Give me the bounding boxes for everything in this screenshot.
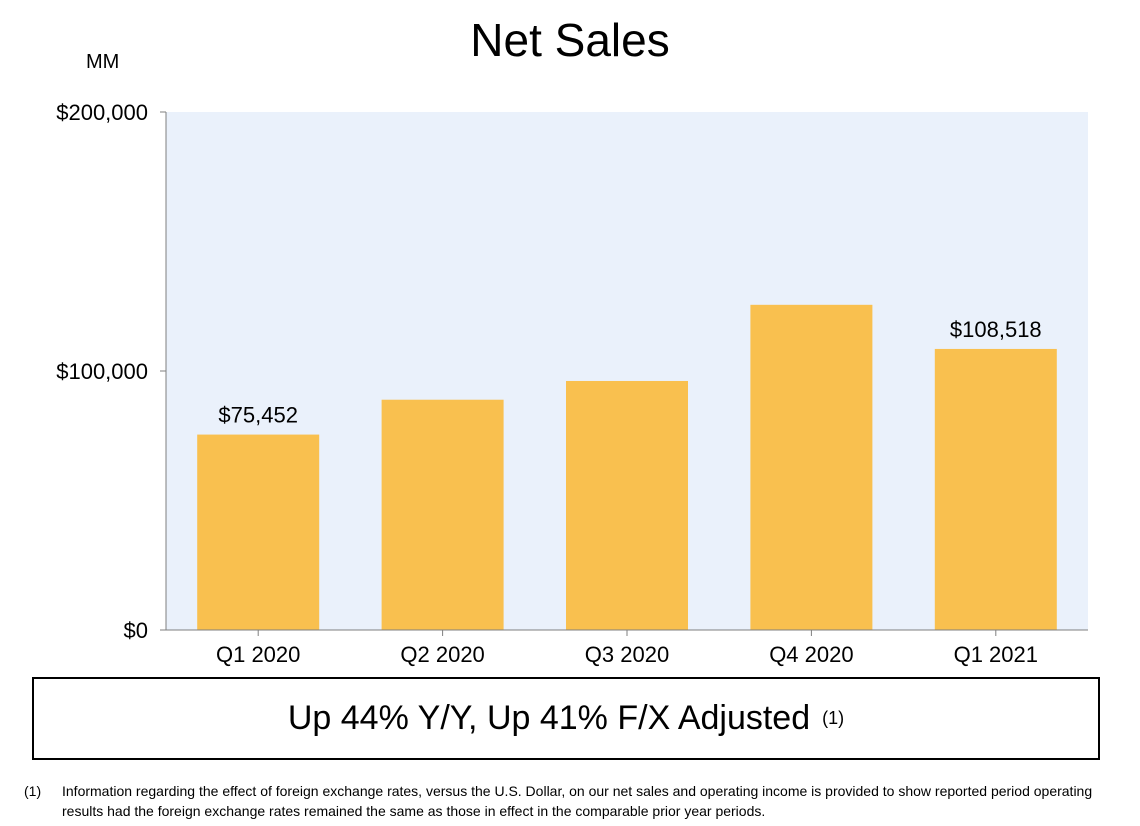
bar-4 bbox=[750, 304, 873, 630]
data-label-5: $108,518 bbox=[950, 317, 1042, 342]
x-tick-label-5: Q1 2021 bbox=[954, 642, 1038, 667]
growth-callout-box: Up 44% Y/Y, Up 41% F/X Adjusted (1) bbox=[32, 677, 1100, 760]
x-tick-label-1: Q1 2020 bbox=[216, 642, 300, 667]
x-tick-label-2: Q2 2020 bbox=[400, 642, 484, 667]
x-tick-label-4: Q4 2020 bbox=[769, 642, 853, 667]
data-label-1: $75,452 bbox=[218, 403, 298, 428]
bar-5 bbox=[934, 348, 1057, 630]
bar-3 bbox=[566, 380, 688, 630]
growth-callout-text: Up 44% Y/Y, Up 41% F/X Adjusted bbox=[287, 699, 811, 737]
footnote-marker: (1) bbox=[24, 783, 42, 799]
chart-title: Net Sales bbox=[470, 14, 670, 66]
net-sales-bar-chart: $75,452 Q1 2020 Q2 2020 Q3 2020 Q4 2020 $108,… bbox=[56, 100, 1088, 667]
footnote-text: Information regarding the effect of fore… bbox=[62, 783, 1093, 819]
bar-2 bbox=[381, 399, 504, 630]
y-tick-label-2: $100,000 bbox=[56, 359, 148, 384]
unit-label: MM bbox=[86, 51, 120, 73]
y-tick-label-1: $0 bbox=[124, 618, 148, 643]
growth-callout-footnote-ref: (1) bbox=[822, 708, 845, 728]
bar-1 bbox=[197, 434, 320, 630]
y-tick-label-3: $200,000 bbox=[56, 100, 148, 125]
x-tick-label-3: Q3 2020 bbox=[585, 642, 669, 667]
